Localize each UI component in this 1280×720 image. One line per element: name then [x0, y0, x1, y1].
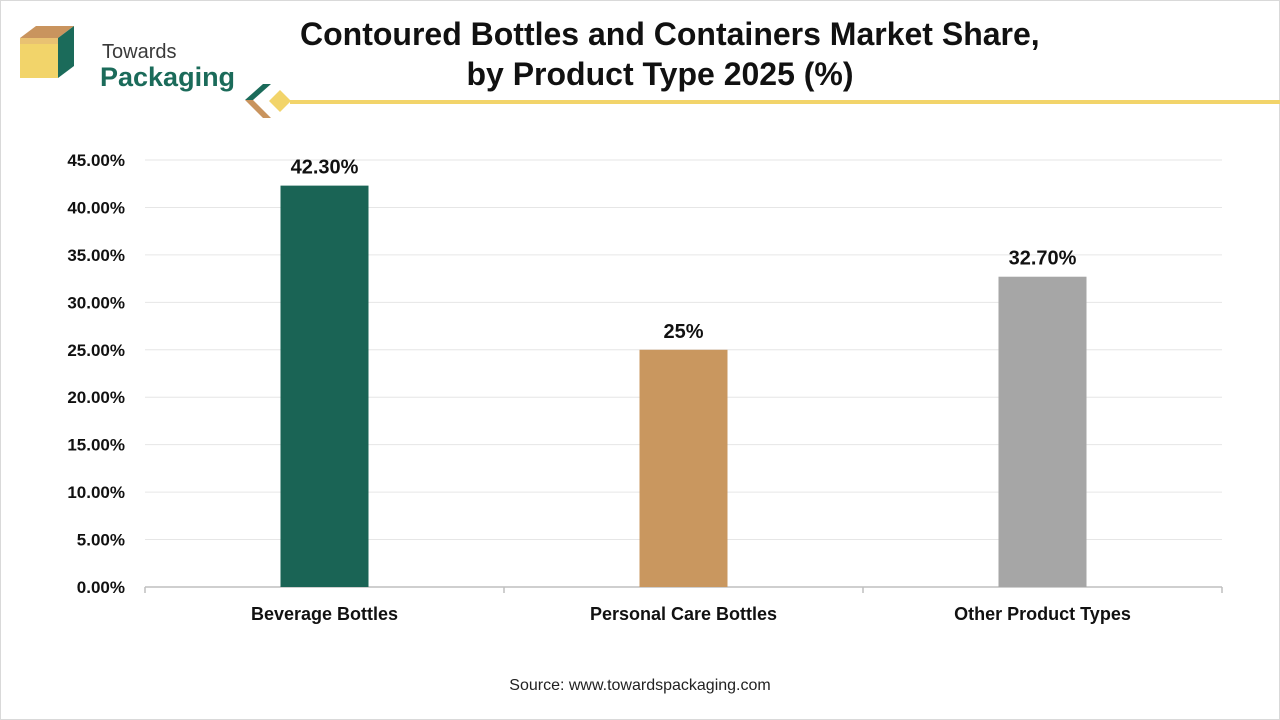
data-label: 32.70% [1009, 248, 1077, 270]
chart-title: Contoured Bottles and Containers Market … [300, 14, 1040, 94]
y-tick-label: 45.00% [67, 151, 125, 170]
y-tick-label: 35.00% [67, 246, 125, 265]
data-label: 42.30% [291, 157, 359, 179]
logo-text-towards: Towards [102, 41, 177, 63]
y-tick-label: 10.00% [67, 483, 125, 502]
logo-text-packaging: Packaging [100, 62, 236, 92]
x-tick-label: Beverage Bottles [251, 604, 398, 624]
x-tick-label: Personal Care Bottles [590, 604, 777, 624]
y-tick-label: 5.00% [77, 531, 125, 550]
title-divider-line [290, 100, 1280, 104]
chart-title-line-2: by Product Type 2025 (%) [466, 56, 854, 92]
x-tick-label: Other Product Types [954, 604, 1131, 624]
y-tick-label: 20.00% [67, 388, 125, 407]
brand-logo: Towards Packaging [16, 20, 236, 92]
bar [639, 349, 728, 587]
chart-title-line-1: Contoured Bottles and Containers Market … [300, 16, 1040, 52]
y-tick-label: 40.00% [67, 198, 125, 217]
diamond-divider-icon [245, 84, 291, 118]
data-label: 25% [663, 321, 703, 343]
bar [998, 276, 1087, 587]
bar-chart: 0.00% 5.00% 10.00% 15.00% 20.00% 25.00% 30.00%… [67, 151, 1223, 624]
bar [280, 185, 369, 587]
y-tick-label: 25.00% [67, 341, 125, 360]
y-tick-label: 0.00% [77, 578, 125, 597]
y-tick-label: 15.00% [67, 436, 125, 455]
source-note: Source: www.towardspackaging.com [509, 677, 771, 694]
y-tick-label: 30.00% [67, 293, 125, 312]
package-box-icon [20, 26, 74, 78]
